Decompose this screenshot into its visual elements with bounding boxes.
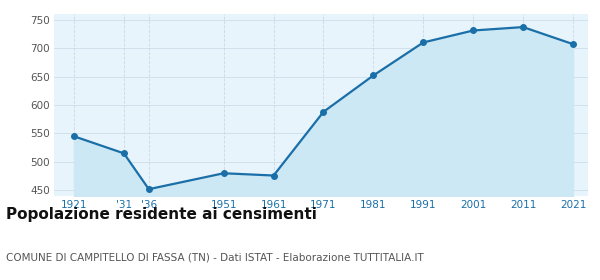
Text: COMUNE DI CAMPITELLO DI FASSA (TN) - Dati ISTAT - Elaborazione TUTTITALIA.IT: COMUNE DI CAMPITELLO DI FASSA (TN) - Dat… xyxy=(6,252,424,262)
Text: Popolazione residente ai censimenti: Popolazione residente ai censimenti xyxy=(6,207,317,222)
